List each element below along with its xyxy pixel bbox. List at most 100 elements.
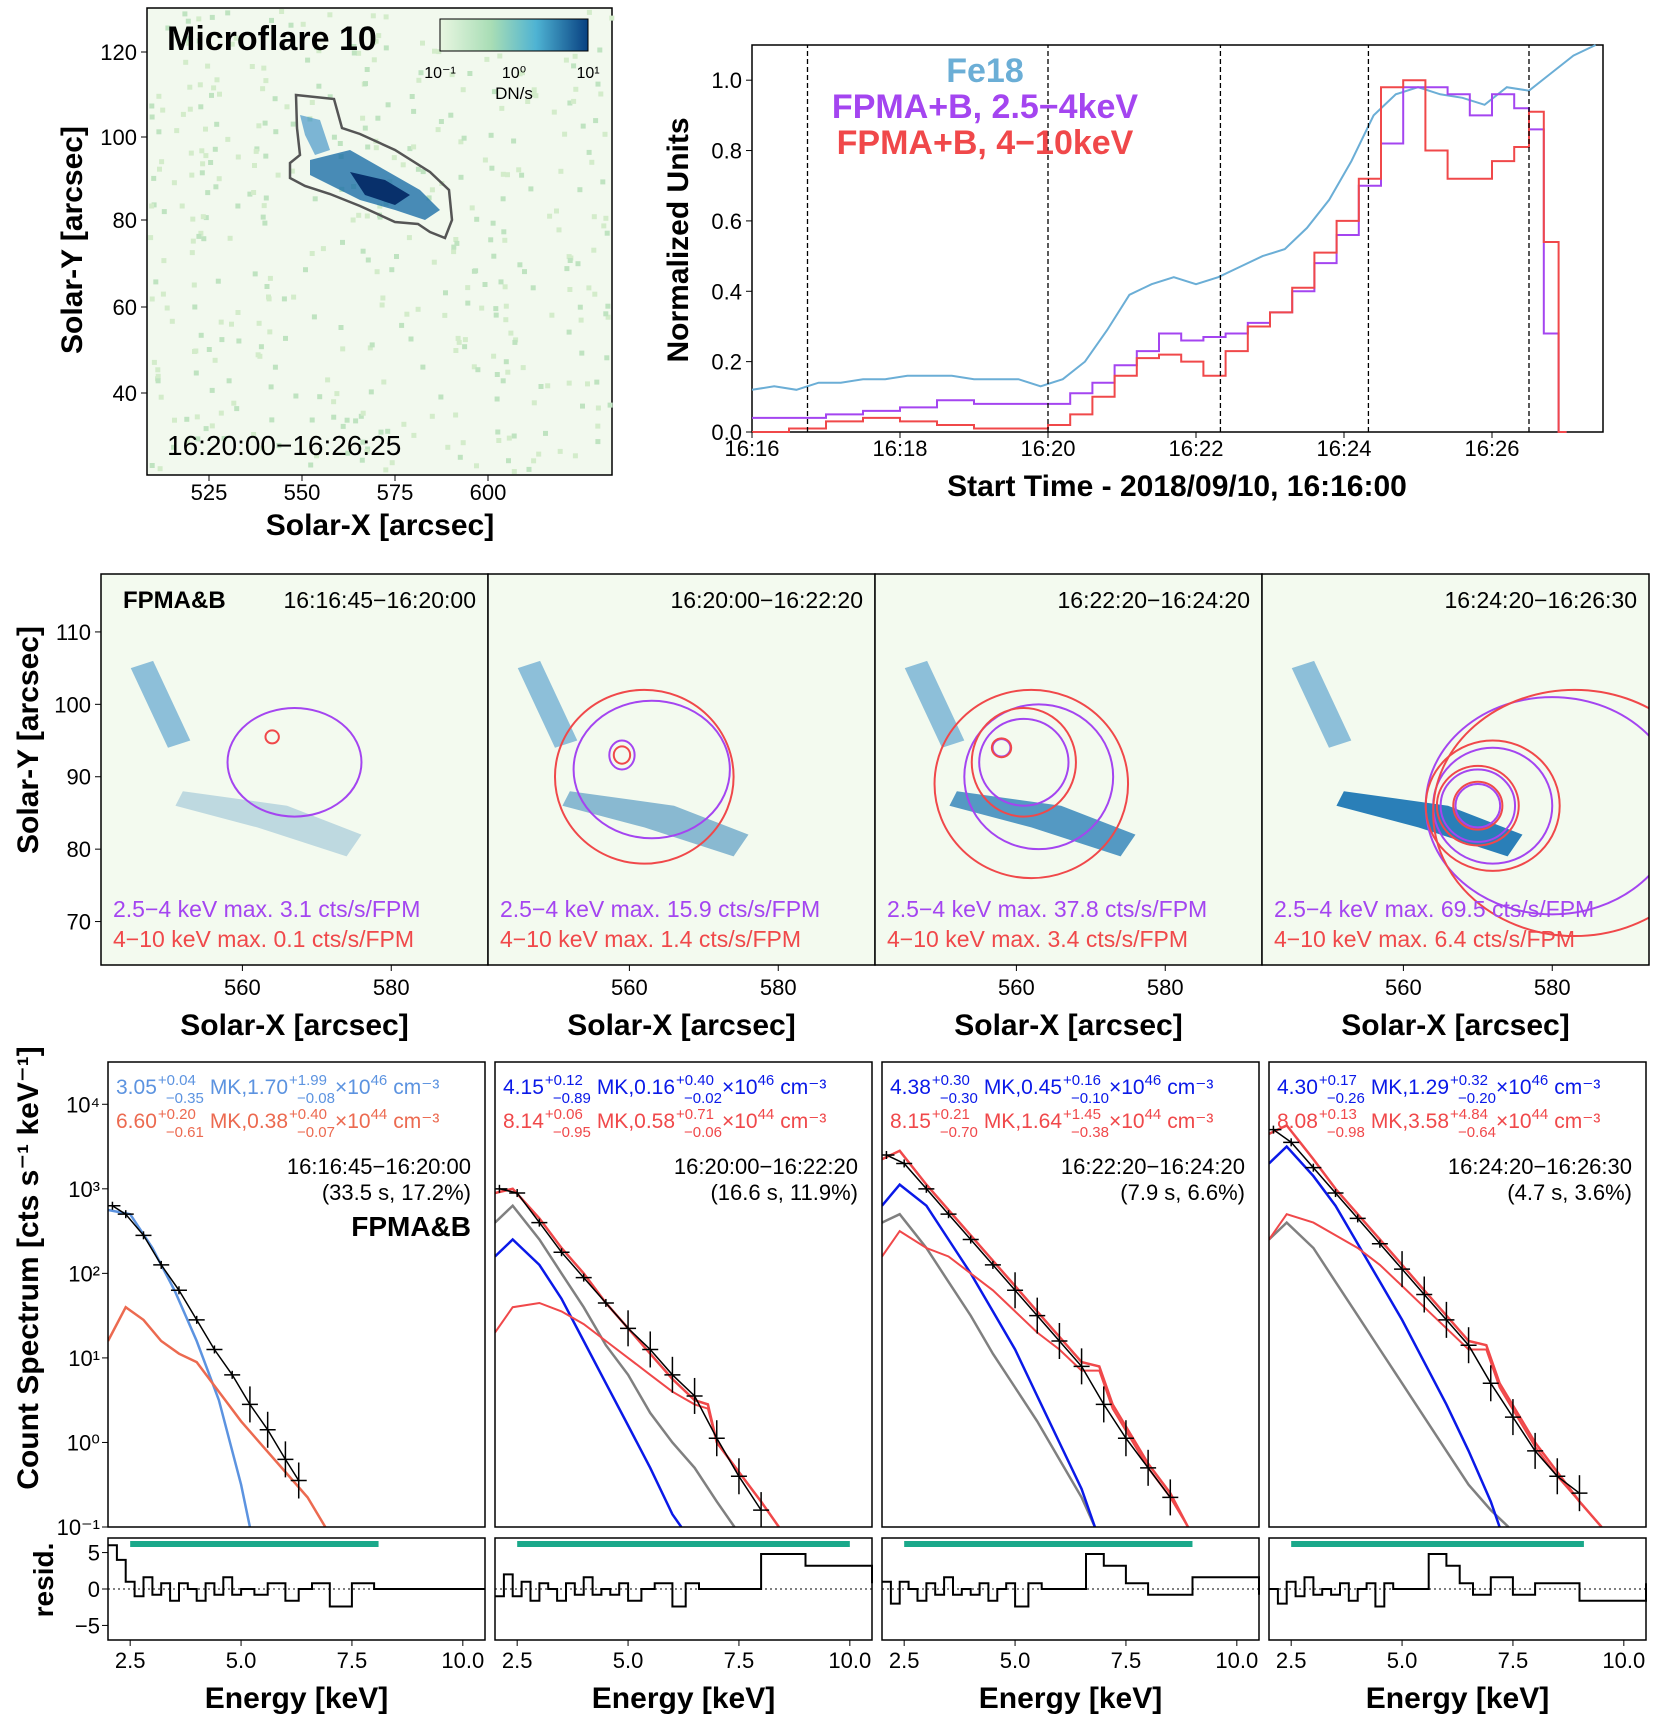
- noise-pixel: [389, 267, 395, 273]
- param-part: ×10: [1109, 1110, 1145, 1133]
- noise-pixel: [340, 346, 346, 352]
- cool-model: [495, 1237, 683, 1527]
- noise-pixel: [567, 100, 573, 106]
- noise-pixel: [283, 335, 288, 341]
- loop-upper: [517, 660, 578, 748]
- noise-pixel: [445, 444, 451, 450]
- x-tick: 560: [1385, 975, 1422, 1000]
- noise-pixel: [482, 282, 488, 287]
- param-part: ×10: [1496, 1110, 1532, 1133]
- noise-pixel: [484, 56, 490, 62]
- param-part: MK,: [1371, 1110, 1408, 1133]
- fit-range-bar: [517, 1541, 850, 1547]
- noise-pixel: [260, 214, 266, 220]
- noise-pixel: [281, 296, 287, 302]
- noise-pixel: [263, 195, 269, 201]
- noise-pixel: [331, 399, 337, 405]
- param-part: −0.26: [1327, 1090, 1365, 1107]
- param-part: ×10: [1496, 1076, 1532, 1099]
- noise-pixel: [374, 269, 380, 275]
- param-part: −0.70: [940, 1124, 978, 1141]
- noise-pixel: [554, 208, 559, 214]
- noise-pixel: [191, 282, 197, 288]
- noise-pixel: [563, 57, 569, 63]
- resid-axis-label: resid.: [28, 1543, 59, 1618]
- fit-range-bar: [904, 1541, 1193, 1547]
- noise-pixel: [545, 383, 551, 389]
- noise-pixel: [586, 285, 592, 291]
- data-trace: [1272, 1128, 1580, 1494]
- noise-pixel: [591, 214, 597, 220]
- residual-trace: [1269, 1553, 1647, 1608]
- noise-pixel: [234, 406, 240, 412]
- param-part: −0.38: [1071, 1124, 1109, 1141]
- noise-pixel: [467, 71, 473, 76]
- noise-pixel: [275, 172, 281, 178]
- noise-pixel: [214, 121, 220, 127]
- fit-range-bar: [130, 1541, 379, 1547]
- y-tick: 10⁰: [67, 1430, 100, 1455]
- contour-high: [1435, 764, 1520, 847]
- panel-title: Microflare 10: [167, 20, 377, 58]
- noise-pixel: [149, 296, 155, 302]
- param-part: +1.99: [289, 1072, 327, 1089]
- param-part: ×10: [1109, 1076, 1145, 1099]
- noise-pixel: [190, 216, 196, 222]
- noise-pixel: [571, 98, 577, 104]
- contour-panel-2: 16:20:00−16:22:20 2.5−4 keV max. 15.9 cts…: [487, 573, 876, 1042]
- noise-pixel: [604, 230, 610, 236]
- noise-pixel: [276, 443, 282, 449]
- contour-low: [226, 706, 363, 818]
- residual-trace: [882, 1553, 1260, 1608]
- noise-pixel: [536, 451, 542, 457]
- noise-pixel: [593, 118, 599, 124]
- noise-pixel: [557, 448, 563, 454]
- noise-pixel: [595, 81, 601, 87]
- fit-params-cool: 4.38+0.30 −0.30 MK,0.45+0.16 −0.10×1046 cm⁻³: [890, 1072, 1213, 1107]
- noise-pixel: [213, 184, 219, 190]
- param-part: +0.40: [676, 1072, 714, 1089]
- noise-pixel: [408, 336, 414, 342]
- noise-pixel: [499, 105, 505, 111]
- noise-pixel: [217, 91, 222, 97]
- y-tick: 100: [100, 125, 137, 150]
- contour-low: [1439, 768, 1517, 843]
- noise-pixel: [420, 40, 425, 46]
- cool-model: [882, 1182, 1097, 1527]
- noise-pixel: [580, 123, 586, 129]
- contour-low: [978, 717, 1070, 807]
- y-axis-label: Count Spectrum [cts s⁻¹ keV⁻¹]: [12, 1046, 45, 1489]
- colorbar-tick: 10¹: [576, 65, 599, 82]
- noise-pixel: [385, 102, 391, 108]
- livetime-label: (7.9 s, 6.6%): [1120, 1180, 1245, 1205]
- y-tick: 80: [113, 208, 137, 233]
- noise-pixel: [603, 311, 609, 317]
- param-part: 8.08: [1277, 1110, 1318, 1133]
- contour-high: [553, 688, 735, 865]
- noise-pixel: [334, 391, 340, 397]
- noise-pixel: [378, 429, 384, 435]
- noise-pixel: [368, 389, 374, 395]
- noise-pixel: [461, 135, 467, 141]
- noise-pixel: [573, 86, 579, 92]
- x-tick: 560: [611, 975, 648, 1000]
- param-part: +0.30: [932, 1072, 970, 1089]
- x-tick: 10.0: [1602, 1648, 1645, 1673]
- y-tick: 0.2: [711, 350, 742, 375]
- fit-params-cool: 4.15+0.12 −0.89 MK,0.16+0.40 −0.02×1046 cm⁻³: [503, 1072, 826, 1107]
- noise-pixel: [436, 49, 442, 55]
- spectrum-panel-4: 4.30+0.17 −0.26 MK,1.29+0.32 −0.20×1046 cm⁻³…: [1268, 1061, 1647, 1715]
- noise-pixel: [449, 72, 455, 78]
- noise-pixel: [171, 444, 177, 450]
- noise-pixel: [394, 254, 399, 259]
- resid-y-tick: 0: [88, 1577, 100, 1602]
- colorbar-label: DN/s: [495, 84, 533, 103]
- contour-high: [1432, 688, 1649, 937]
- lightcurve-panel: Fe18 FPMA+B, 2.5−4keV FPMA+B, 4−10keV 16…: [662, 44, 1604, 503]
- noise-pixel: [198, 104, 204, 110]
- noise-pixel: [443, 290, 448, 296]
- noise-pixel: [556, 227, 562, 233]
- noise-pixel: [451, 244, 457, 250]
- noise-pixel: [351, 44, 357, 49]
- noise-pixel: [604, 355, 610, 361]
